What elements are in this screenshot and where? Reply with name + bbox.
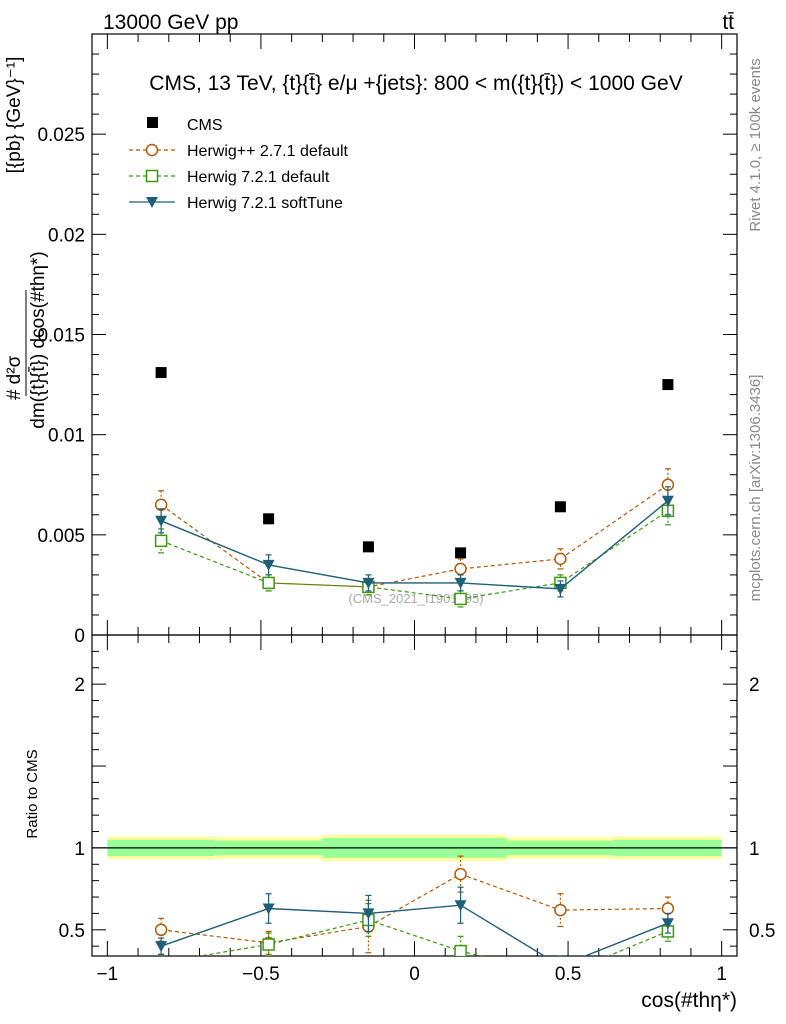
legend-label-herwigpp: Herwig++ 2.7.1 default bbox=[187, 143, 349, 160]
legend-marker-cms bbox=[147, 117, 158, 128]
ratio-series-softtune bbox=[155, 886, 674, 956]
main-series-herwigpp bbox=[154, 468, 675, 596]
ratio-point-herwig721 bbox=[156, 957, 167, 968]
legend: CMS Herwig++ 2.7.1 default Herwig 7.2.1 … bbox=[129, 117, 349, 212]
main-point-herwigpp bbox=[454, 562, 467, 576]
main-point-softtune bbox=[554, 583, 567, 595]
main-y-tick-label: 0.025 bbox=[37, 125, 85, 146]
main-y-tick-label: 0.015 bbox=[37, 326, 85, 347]
ratio-plot-series bbox=[154, 855, 675, 968]
legend-marker-herwig721 bbox=[145, 169, 159, 183]
main-series-cms bbox=[155, 367, 674, 559]
main-line-softtune bbox=[160, 500, 669, 590]
y-title-prefix: # bbox=[4, 389, 25, 400]
main-point-cms bbox=[662, 379, 674, 391]
ratio-point-softtune bbox=[454, 900, 467, 912]
ratio-y-axis-title: Ratio to CMS bbox=[24, 749, 41, 838]
plot-title: CMS, 13 TeV, {t}{t̄} e/μ +{jets}: 800 < … bbox=[149, 72, 682, 95]
x-tick-label: 0 bbox=[409, 964, 420, 985]
ratio-point-herwigpp bbox=[454, 867, 467, 881]
ratio-point-herwig721 bbox=[262, 938, 275, 951]
y-title-denominator: dm({t}{t̄}) dcos(#thη*) bbox=[28, 251, 49, 428]
analysis-watermark: (CMS_2021_I1901295) bbox=[348, 591, 483, 606]
ratio-line-herwigpp bbox=[161, 873, 668, 944]
process-label: tt̄ bbox=[722, 11, 734, 34]
main-point-cms bbox=[362, 541, 374, 553]
ratio-point-softtune bbox=[661, 918, 674, 930]
main-plot-series bbox=[154, 367, 675, 608]
main-y-tick-label: 0.01 bbox=[48, 426, 85, 447]
ratio-point-herwigpp bbox=[661, 902, 675, 915]
ratio-y-tick-label: 2 bbox=[74, 675, 85, 696]
ratio-point-herwig721 bbox=[454, 944, 467, 956]
main-point-softtune bbox=[661, 495, 674, 507]
ratio-y-tick-label: 1 bbox=[74, 839, 85, 860]
ratio-y-tick-label: 0.5 bbox=[59, 921, 85, 942]
main-y-tick-label: 0.02 bbox=[48, 225, 85, 246]
x-tick-label: 0.5 bbox=[555, 964, 581, 985]
y-title-units: [{pb} {GeV}⁻¹] bbox=[4, 57, 25, 174]
main-point-softtune bbox=[155, 515, 168, 527]
energy-label: 13000 GeV pp bbox=[103, 11, 238, 34]
main-line-herwigpp bbox=[160, 484, 669, 588]
legend-item-cms: CMS bbox=[147, 117, 223, 134]
ratio-series-herwigpp bbox=[154, 855, 675, 955]
y-title-numerator: d²σ bbox=[4, 355, 25, 384]
legend-label-cms: CMS bbox=[187, 117, 223, 134]
legend-item-herwigpp: Herwig++ 2.7.1 default bbox=[129, 143, 349, 160]
main-point-herwigpp bbox=[554, 552, 567, 566]
legend-marker-softtune bbox=[146, 197, 158, 208]
ratio-point-herwigpp bbox=[154, 923, 168, 937]
legend-label-softtune: Herwig 7.2.1 softTune bbox=[187, 195, 343, 212]
ratio-point-herwigpp bbox=[554, 903, 567, 917]
main-series-softtune bbox=[155, 486, 674, 598]
ratio-point-softtune bbox=[262, 903, 275, 915]
main-point-herwig721 bbox=[262, 576, 275, 590]
main-y-tick-label: 0.005 bbox=[37, 526, 85, 547]
legend-marker-herwigpp bbox=[145, 143, 159, 157]
main-point-cms bbox=[554, 501, 566, 513]
mcplots-label: mcplots.cern.ch [arXiv:1306.3436] bbox=[747, 375, 764, 602]
legend-item-herwig721: Herwig 7.2.1 default bbox=[129, 169, 330, 186]
ratio-line-softtune bbox=[160, 904, 669, 956]
main-y-tick-label: 0 bbox=[74, 626, 85, 647]
ratio-y-tick-label-right: 0.5 bbox=[749, 921, 775, 942]
main-point-cms bbox=[263, 513, 275, 525]
main-point-cms bbox=[155, 367, 167, 379]
x-axis-title: cos(#thη*) bbox=[641, 989, 737, 1012]
main-point-softtune bbox=[262, 559, 275, 571]
ratio-point-softtune bbox=[362, 908, 375, 920]
axis-ticks: 0 0.005 0.01 0.015 0.02 0.025 0.5 0.5 1 1 2 2 −1 −0.5… bbox=[37, 34, 775, 985]
rivet-label: Rivet 4.1.0, ≥ 100k events bbox=[747, 58, 764, 231]
ratio-point-softtune bbox=[155, 941, 168, 953]
main-y-axis-title: # d²σ dm({t}{t̄}) dcos(#thη*) [{pb} {GeV… bbox=[4, 57, 49, 429]
main-point-herwig721 bbox=[454, 592, 467, 606]
x-tick-label: 1 bbox=[716, 964, 727, 985]
main-point-softtune bbox=[362, 577, 375, 589]
main-point-herwig721 bbox=[154, 534, 168, 548]
main-point-cms bbox=[455, 547, 467, 559]
x-tick-label: −0.5 bbox=[242, 964, 280, 985]
ratio-plot-frame bbox=[91, 634, 738, 957]
ratio-y-tick-label-right: 1 bbox=[749, 839, 760, 860]
legend-label-herwig721: Herwig 7.2.1 default bbox=[187, 169, 330, 186]
legend-item-softtune: Herwig 7.2.1 softTune bbox=[129, 195, 343, 212]
ratio-line-herwig721 bbox=[196, 919, 669, 956]
main-point-softtune bbox=[454, 577, 467, 589]
x-tick-label: −1 bbox=[97, 964, 119, 985]
main-line-herwig721 bbox=[160, 510, 669, 600]
ratio-y-tick-label-right: 2 bbox=[749, 675, 760, 696]
